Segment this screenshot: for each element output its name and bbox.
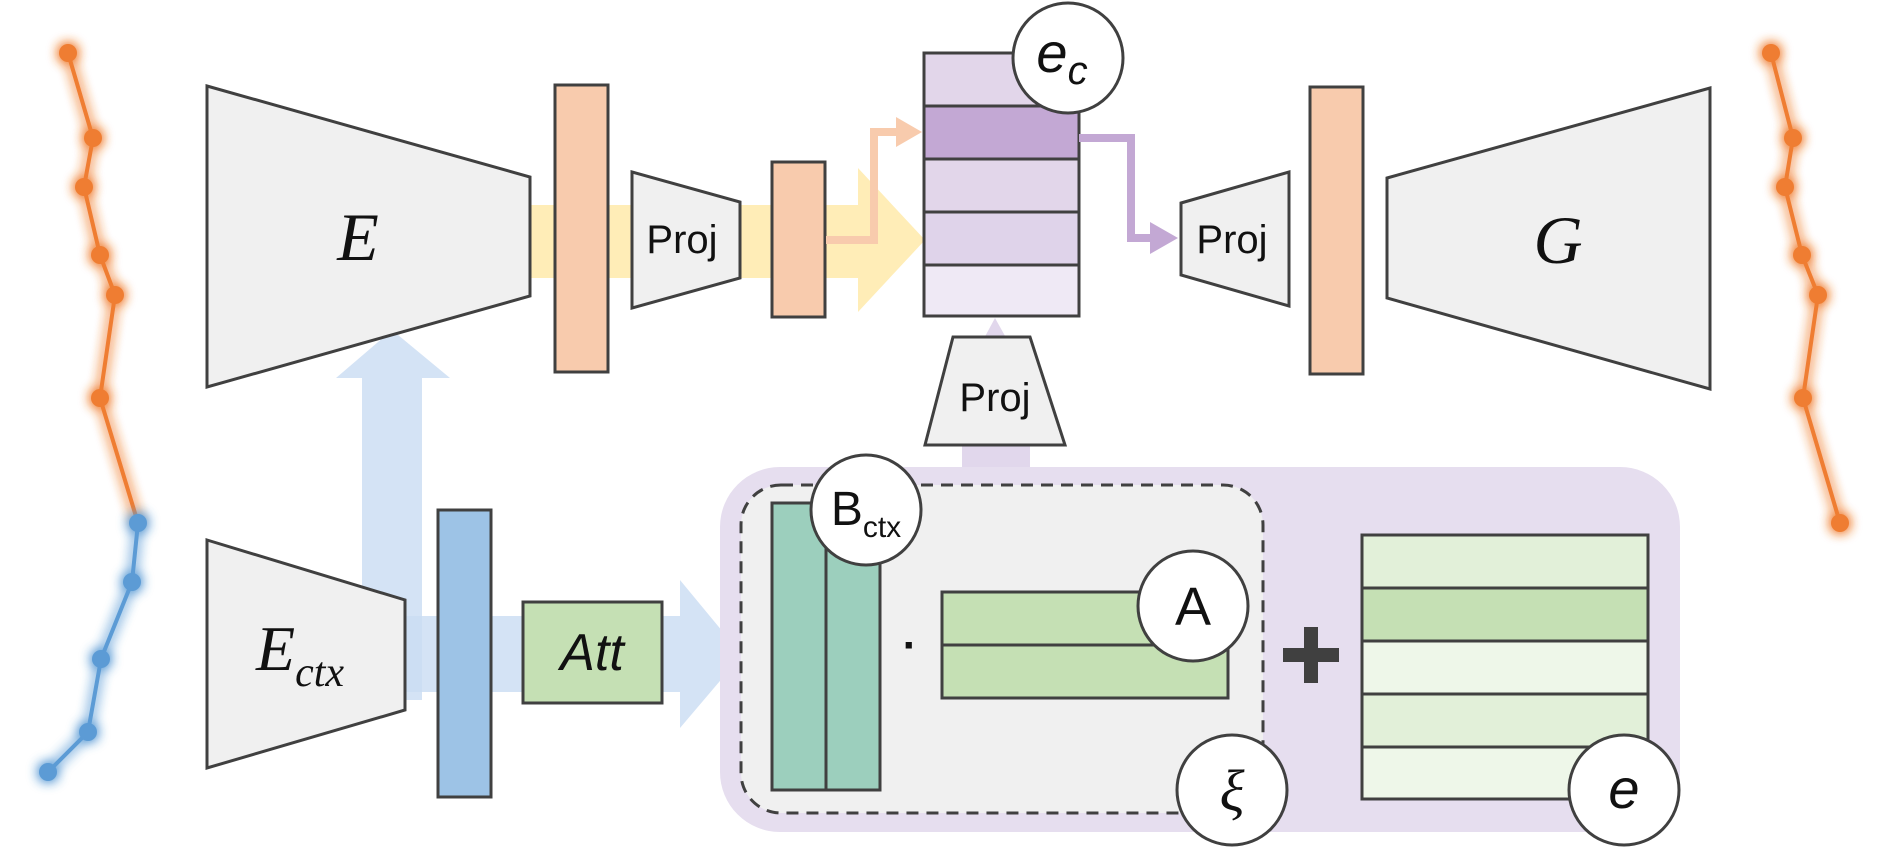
decoder-feature-bar [1308,85,1365,376]
encoder-block: E [205,84,532,389]
noise-label: ξ [1220,758,1245,823]
selected-code-arrow [1079,134,1152,242]
proj-right-label: Proj [1196,218,1267,262]
encoder-label: E [336,199,379,275]
context-encoder-label: Ectx [255,613,344,696]
output-trajectory [1762,44,1849,532]
proj-right-block: Proj [1179,170,1291,308]
generator-block: G [1385,86,1712,391]
code-badge: ec [1011,1,1125,115]
attention-block: Att [521,600,664,705]
input-trajectory [39,44,147,781]
lookup-arrow [826,128,900,244]
basis-label: Bctx [831,483,901,544]
proj-top-label: Proj [646,218,717,262]
codebook-label: e [1608,757,1639,820]
context-encoder-block: Ectx [205,537,407,771]
generator-label: G [1533,202,1582,278]
proj-mid-label: Proj [959,376,1030,420]
attention-label: Att [557,624,626,682]
projected-feature-bar [770,160,827,319]
plus-operator [1283,627,1339,683]
input-trajectory-orange [59,44,140,524]
code-label: ec [1036,21,1087,93]
dot-operator: · [903,621,918,670]
basis-badge: Bctx [809,453,923,567]
codebook-badge: e [1567,733,1681,847]
context-feature-bar [436,508,493,799]
noise-badge: ξ [1175,733,1289,847]
input-trajectory-blue [39,514,147,781]
proj-mid-block: Proj [923,335,1068,447]
coefficient-label: A [1175,577,1211,637]
coefficient-badge: A [1136,549,1250,663]
encoder-feature-bar [553,83,610,374]
proj-top-block: Proj [630,170,742,310]
